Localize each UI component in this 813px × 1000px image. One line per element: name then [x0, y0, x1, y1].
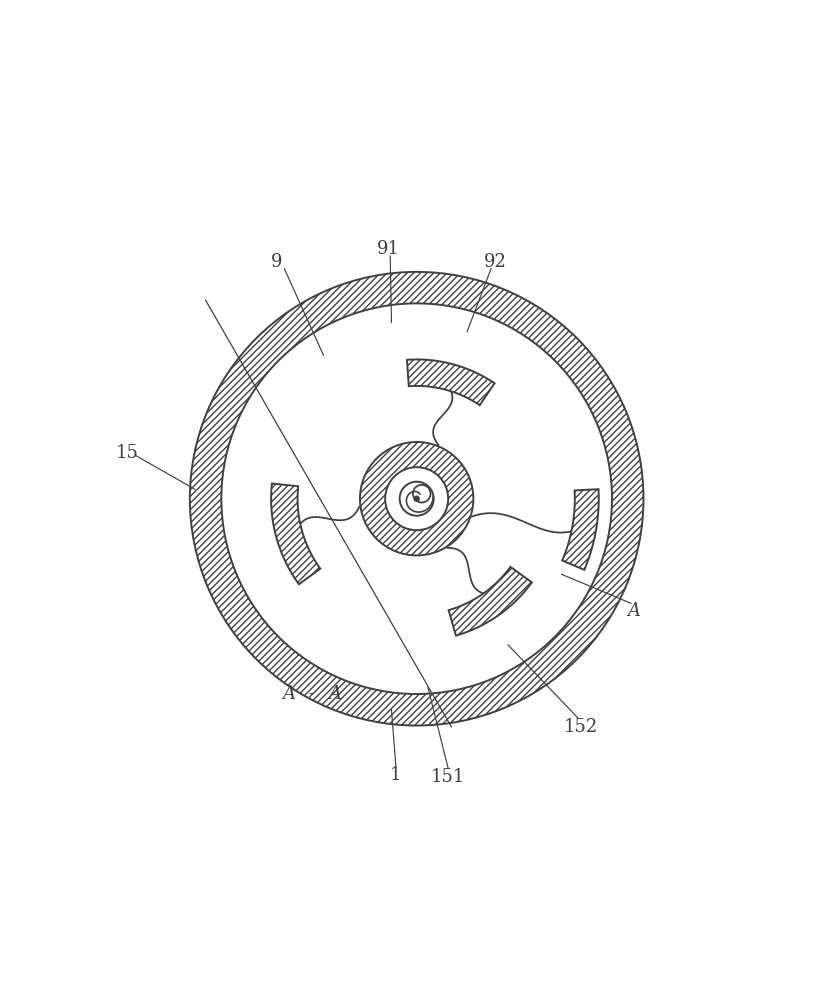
Text: A: A: [282, 685, 295, 703]
Text: 92: 92: [484, 253, 506, 271]
Text: -: -: [308, 685, 315, 703]
Polygon shape: [271, 483, 320, 584]
Text: 91: 91: [376, 240, 400, 258]
Circle shape: [414, 496, 420, 501]
Text: 15: 15: [115, 444, 138, 462]
Text: A: A: [328, 685, 341, 703]
Text: 151: 151: [431, 768, 465, 786]
Polygon shape: [563, 489, 598, 570]
Text: 1: 1: [390, 766, 402, 784]
Polygon shape: [449, 567, 532, 636]
Text: 152: 152: [563, 718, 598, 736]
Polygon shape: [407, 359, 494, 405]
Text: 9: 9: [271, 253, 283, 271]
Text: A: A: [628, 602, 641, 620]
